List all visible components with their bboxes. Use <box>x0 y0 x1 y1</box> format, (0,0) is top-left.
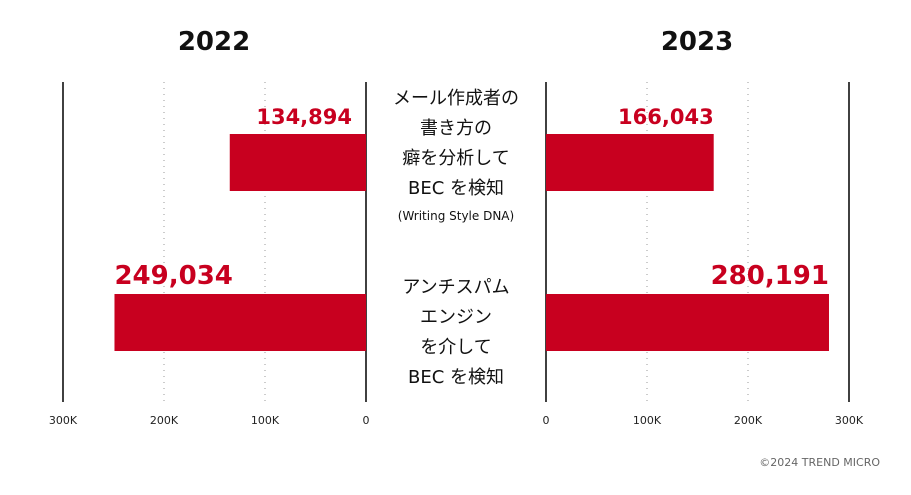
tick-label-2022-100K: 100K <box>251 414 280 427</box>
year-heading-2023: 2023 <box>661 27 733 57</box>
value-label-2023-cat2: 280,191 <box>711 261 829 291</box>
value-label-2022-cat2: 249,034 <box>114 261 232 291</box>
category-label-1-line1: メール作成者の <box>393 88 519 109</box>
value-label-2022-cat1: 134,894 <box>256 105 352 129</box>
category-label-2-line4: BEC を検知 <box>408 367 504 388</box>
tick-label-2023-0: 0 <box>543 414 550 427</box>
copyright-text: ©2024 TREND MICRO <box>759 456 880 469</box>
category-label-1-line2: 書き方の <box>420 118 492 139</box>
category-sublabel-1: (Writing Style DNA) <box>398 209 514 223</box>
category-label-2-line3: を介して <box>420 337 491 358</box>
tick-label-2022-300K: 300K <box>49 414 78 427</box>
bar-2023-cat1 <box>546 134 714 191</box>
bar-2022-cat1 <box>229 134 366 191</box>
category-label-1-line3: 癖を分析して <box>402 148 509 169</box>
category-label-1-line4: BEC を検知 <box>408 178 504 199</box>
tick-label-2022-200K: 200K <box>150 414 179 427</box>
bar-2023-cat2 <box>546 294 829 351</box>
tick-label-2023-300K: 300K <box>835 414 864 427</box>
tick-label-2022-0: 0 <box>363 414 370 427</box>
tick-label-2023-200K: 200K <box>734 414 763 427</box>
bar-2022-cat2 <box>114 294 366 351</box>
year-heading-2022: 2022 <box>178 27 250 57</box>
category-label-2-line2: エンジン <box>420 307 492 328</box>
value-label-2023-cat1: 166,043 <box>618 105 714 129</box>
tick-label-2023-100K: 100K <box>633 414 662 427</box>
category-label-2-line1: アンチスパム <box>402 277 509 298</box>
